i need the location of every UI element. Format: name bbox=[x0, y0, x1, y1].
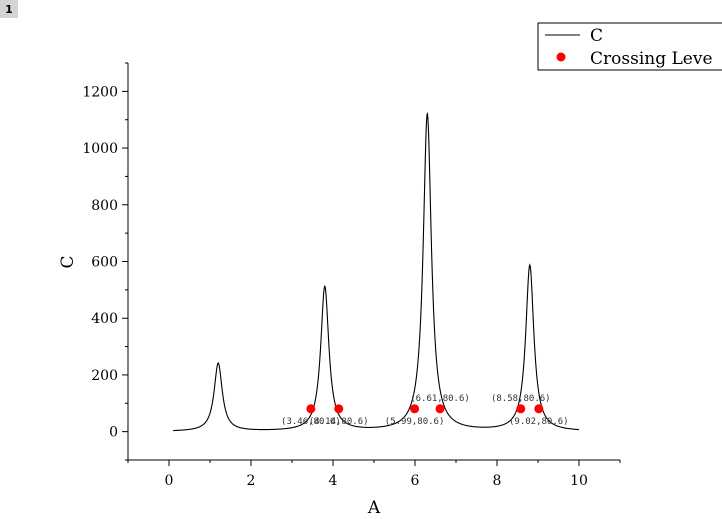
legend-label-crossing: Crossing Leve bbox=[590, 49, 713, 69]
crossing-point-label-4: (6.61,80.6) bbox=[410, 394, 470, 404]
crossing-point-1 bbox=[306, 404, 316, 414]
crossing-point-4 bbox=[435, 404, 445, 414]
x-tick-label: 6 bbox=[411, 473, 420, 489]
x-tick-label: 0 bbox=[165, 473, 174, 489]
y-tick-label: 400 bbox=[91, 311, 118, 327]
crossing-point-label-5: (8.58,80.6) bbox=[491, 394, 551, 404]
x-tick-label: 2 bbox=[247, 473, 256, 489]
plot-area: (3.46,80.6)(4.14,80.6) (5.99,80.6) (6.61,8… bbox=[173, 111, 580, 432]
legend: C Crossing Leve bbox=[537, 22, 722, 71]
page-number-badge: 1 bbox=[0, 0, 18, 18]
y-tick-label: 0 bbox=[109, 425, 118, 441]
crossing-point-6 bbox=[534, 404, 544, 414]
x-tick-label: 8 bbox=[493, 473, 502, 489]
legend-dot-swatch bbox=[556, 52, 566, 62]
x-axis: 0 2 4 6 8 10 bbox=[127, 459, 621, 489]
crossing-point-3 bbox=[410, 404, 420, 414]
y-tick-label: 200 bbox=[91, 368, 118, 384]
y-tick-label: 800 bbox=[91, 198, 118, 214]
y-tick-label: 600 bbox=[91, 255, 118, 271]
y-axis-title: C bbox=[58, 255, 78, 268]
crossing-point-label-2: (4.14,80.6) bbox=[309, 417, 369, 427]
crossing-point-label-1: (3.46,80.6) bbox=[281, 417, 341, 427]
legend-label-c: C bbox=[590, 26, 603, 46]
crossing-point-label-3: (5.99,80.6) bbox=[385, 417, 445, 427]
x-tick-label: 10 bbox=[570, 473, 588, 489]
legend-box bbox=[537, 22, 722, 71]
x-axis-title: A bbox=[367, 498, 381, 518]
crossing-point-5 bbox=[516, 404, 526, 414]
series-line-c bbox=[173, 111, 580, 432]
y-axis: 0 200 400 600 800 1000 1200 bbox=[82, 62, 129, 461]
crossing-point-2 bbox=[334, 404, 344, 414]
crossing-point-label-6: (9.02,80.6) bbox=[509, 417, 569, 427]
y-tick-label: 1000 bbox=[82, 141, 118, 157]
x-tick-label: 4 bbox=[329, 473, 338, 489]
y-tick-label: 1200 bbox=[82, 84, 118, 100]
